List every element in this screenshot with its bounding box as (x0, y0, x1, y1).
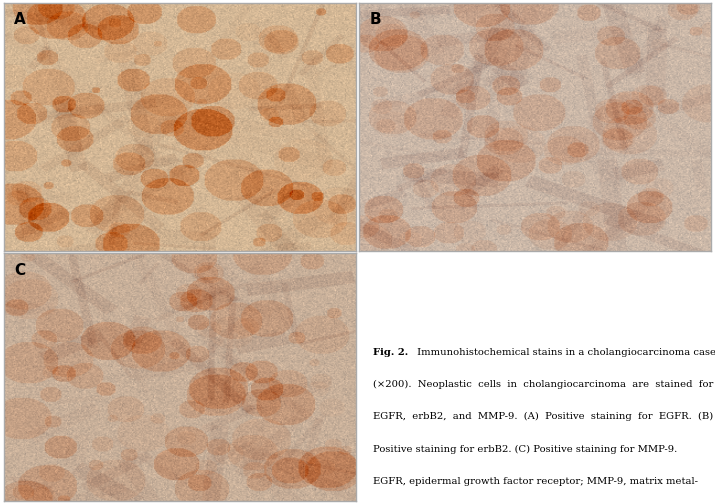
Text: Fig. 2.: Fig. 2. (373, 348, 408, 357)
Text: Positive staining for erbB2. (C) Positive staining for MMP-9.: Positive staining for erbB2. (C) Positiv… (373, 445, 678, 454)
Text: C: C (14, 264, 25, 278)
Text: EGFR, epidermal growth factor receptor; MMP-9, matrix metal-: EGFR, epidermal growth factor receptor; … (373, 477, 699, 486)
Text: Immunohistochemical stains in a cholangiocarcinoma case: Immunohistochemical stains in a cholangi… (414, 348, 715, 357)
Text: A: A (14, 13, 26, 27)
Text: EGFR,  erbB2,  and  MMP-9.  (A)  Positive  staining  for  EGFR.  (B): EGFR, erbB2, and MMP-9. (A) Positive sta… (373, 412, 714, 421)
Text: B: B (370, 13, 381, 27)
Text: (×200).  Neoplastic  cells  in  cholangiocarcinoma  are  stained  for: (×200). Neoplastic cells in cholangiocar… (373, 380, 714, 389)
